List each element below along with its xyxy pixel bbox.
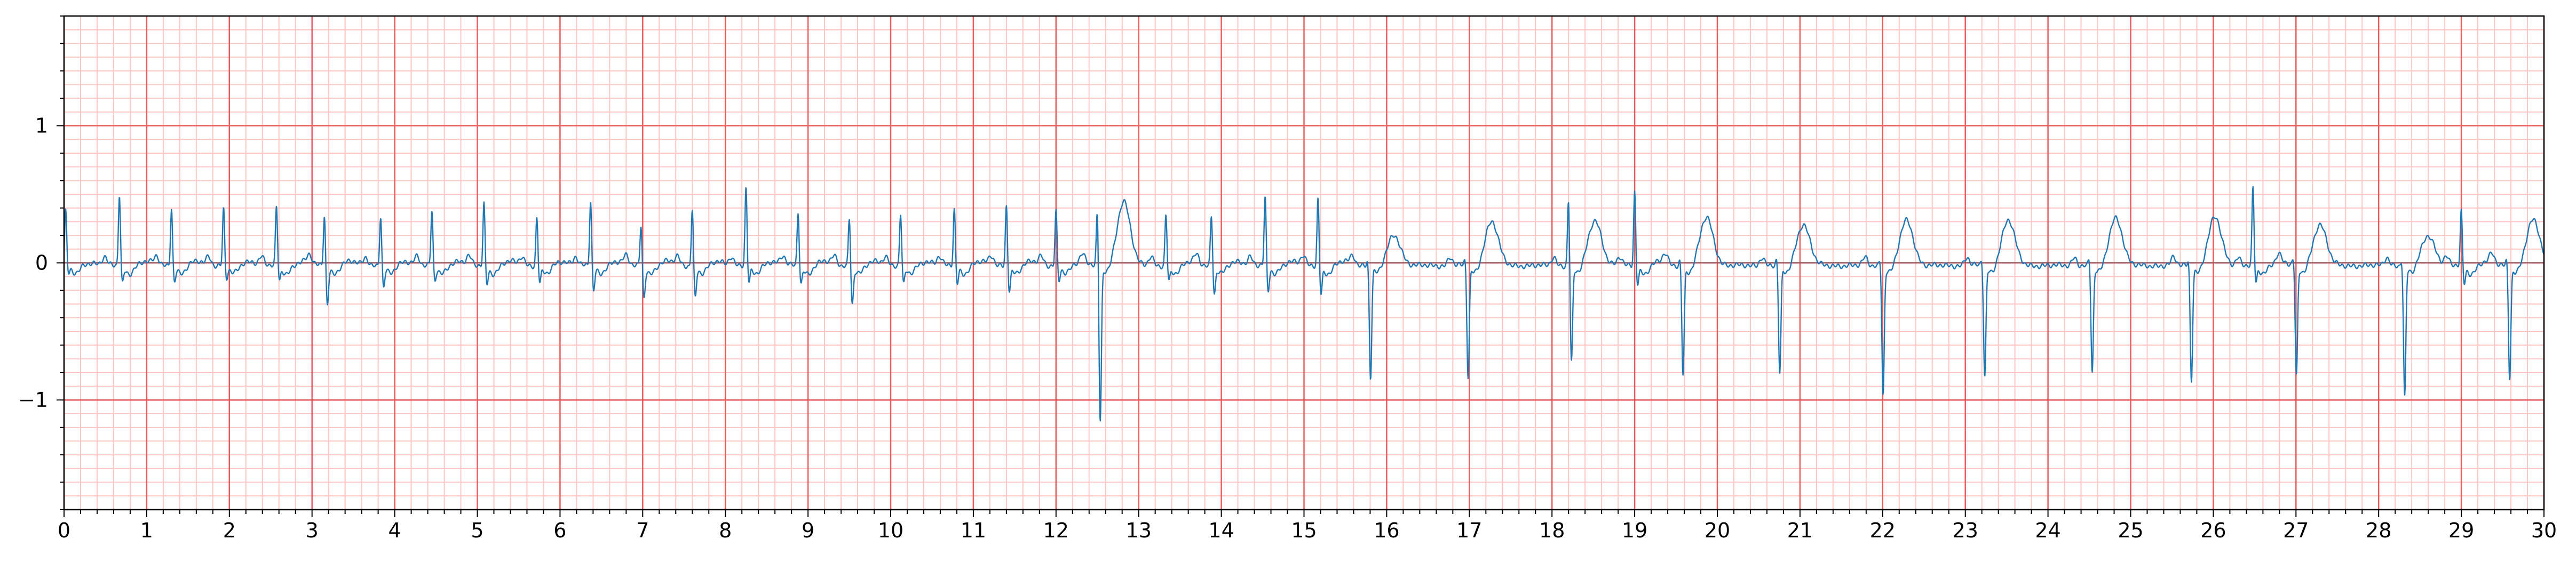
y-axis: 1 0 −1 <box>18 15 64 510</box>
x-tick-label: 23 <box>1953 519 1978 542</box>
x-tick-label: 10 <box>878 519 903 542</box>
x-tick-label: 11 <box>961 519 986 542</box>
x-tick-label: 1 <box>140 519 153 542</box>
x-tick-label: 24 <box>2035 519 2060 542</box>
x-tick-label: 8 <box>719 519 732 542</box>
x-tick-label: 18 <box>1539 519 1565 542</box>
x-tick-label: 2 <box>223 519 236 542</box>
x-tick-label: 19 <box>1622 519 1647 542</box>
x-tick-label: 21 <box>1787 519 1813 542</box>
ecg-trace <box>63 186 2545 422</box>
x-tick-label: 5 <box>471 519 484 542</box>
x-tick-label: 7 <box>636 519 649 542</box>
x-tick-label: 17 <box>1456 519 1482 542</box>
x-tick-label: 29 <box>2448 519 2474 542</box>
x-tick-label: 13 <box>1126 519 1152 542</box>
x-tick-label: 22 <box>1870 519 1896 542</box>
x-tick-label: 20 <box>1705 519 1730 542</box>
y-tick-label: −1 <box>18 388 48 411</box>
y-tick-label: 1 <box>35 114 48 138</box>
x-tick-label: 4 <box>389 519 401 542</box>
ecg-trace-line <box>63 186 2545 422</box>
x-tick-label: 26 <box>2200 519 2226 542</box>
x-tick-label: 6 <box>553 519 566 542</box>
x-tick-label: 12 <box>1043 519 1069 542</box>
x-tick-label: 27 <box>2283 519 2309 542</box>
x-tick-label: 0 <box>58 519 70 542</box>
x-tick-label: 3 <box>306 519 319 542</box>
y-tick-label: 0 <box>35 251 48 275</box>
x-tick-label: 30 <box>2531 519 2557 542</box>
x-axis: 0 1 2 3 4 5 6 7 8 9 10 11 12 13 14 15 16 17 18 19 20 21 22 23 24… <box>58 510 2557 542</box>
x-tick-label: 16 <box>1374 519 1399 542</box>
x-tick-label: 15 <box>1291 519 1317 542</box>
x-tick-label: 28 <box>2366 519 2391 542</box>
x-tick-label: 9 <box>802 519 814 542</box>
x-tick-label: 25 <box>2118 519 2143 542</box>
x-tick-label: 14 <box>1208 519 1234 542</box>
